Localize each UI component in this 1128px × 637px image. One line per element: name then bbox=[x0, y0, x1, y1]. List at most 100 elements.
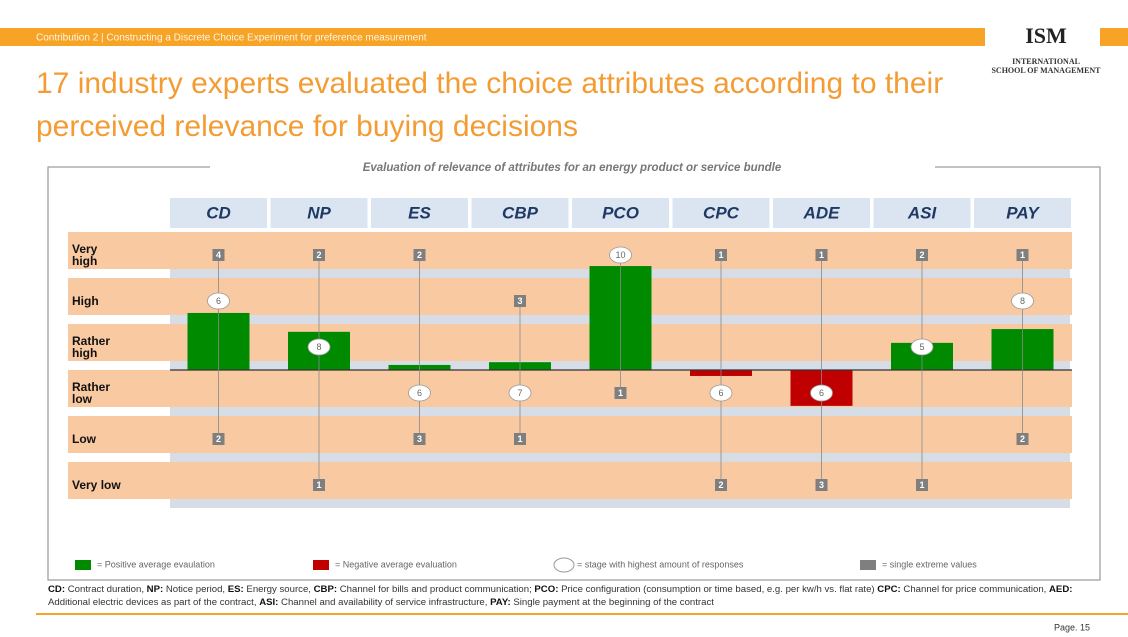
column-header bbox=[371, 198, 468, 228]
extreme-marker bbox=[514, 295, 526, 307]
mode-count: 10 bbox=[615, 250, 625, 260]
column-header bbox=[974, 198, 1071, 228]
mode-count: 6 bbox=[819, 388, 824, 398]
mode-marker bbox=[307, 338, 331, 356]
footnote-text: Contract duration, bbox=[67, 584, 144, 595]
extreme-count: 1 bbox=[316, 480, 321, 490]
mode-marker bbox=[508, 384, 532, 402]
header-bar bbox=[0, 28, 985, 46]
column-header bbox=[270, 198, 368, 228]
logo-line: INTERNATIONAL bbox=[1012, 57, 1080, 66]
row-band bbox=[68, 370, 1072, 407]
mode-count: 5 bbox=[919, 342, 924, 352]
column-label: PCO bbox=[602, 203, 639, 222]
row-label: Low bbox=[72, 432, 96, 446]
extreme-marker bbox=[715, 249, 727, 261]
extreme-count: 3 bbox=[417, 434, 422, 444]
footnote-text: Price configuration (consumption or time… bbox=[561, 584, 875, 595]
footnote-abbr: CBP: bbox=[313, 584, 338, 595]
header-bar-end bbox=[1100, 28, 1128, 46]
column-label: ADE bbox=[803, 203, 841, 222]
mode-marker bbox=[709, 384, 733, 402]
mode-marker bbox=[910, 338, 934, 356]
extreme-marker bbox=[313, 249, 325, 261]
breadcrumb: Contribution 2 | Constructing a Discrete… bbox=[36, 33, 427, 44]
row-strip bbox=[170, 453, 1070, 462]
legend-swatch bbox=[313, 560, 329, 570]
footnote-text: Notice period, bbox=[165, 584, 226, 595]
mode-count: 6 bbox=[718, 388, 723, 398]
row-label: Very low bbox=[72, 478, 121, 492]
extreme-count: 1 bbox=[1020, 250, 1025, 260]
footnote-abbr: PCO: bbox=[534, 584, 559, 595]
column-label: NP bbox=[307, 203, 331, 222]
extreme-marker bbox=[815, 479, 828, 491]
extreme-marker bbox=[614, 387, 627, 399]
column-header bbox=[170, 198, 267, 228]
row-label: Rather low bbox=[72, 380, 111, 406]
column-header bbox=[572, 198, 669, 228]
legend-swatch bbox=[860, 560, 876, 570]
extreme-count: 2 bbox=[919, 250, 924, 260]
footnote-abbr: CPC: bbox=[877, 584, 901, 595]
column-label: CBP bbox=[502, 203, 539, 222]
extreme-marker bbox=[313, 479, 325, 491]
extreme-marker bbox=[212, 249, 225, 261]
chart-title: Evaluation of relevance of attributes fo… bbox=[363, 162, 782, 174]
row-band bbox=[68, 278, 1072, 315]
footnote-text: Energy source, bbox=[246, 584, 311, 595]
row-label: High bbox=[72, 294, 99, 308]
logo-line: SCHOOL OF MANAGEMENT bbox=[991, 66, 1101, 75]
extreme-count: 2 bbox=[316, 250, 321, 260]
extreme-count: 1 bbox=[618, 388, 623, 398]
extreme-marker bbox=[916, 249, 928, 261]
footnote-text: Single payment at the beginning of the c… bbox=[513, 597, 714, 608]
logo: ISM bbox=[1025, 23, 1067, 48]
row-label: Rather high bbox=[72, 334, 111, 360]
page-number: Page. 15 bbox=[1054, 622, 1090, 632]
mode-marker bbox=[609, 246, 632, 264]
extreme-count: 1 bbox=[517, 434, 522, 444]
column-label: PAY bbox=[1006, 203, 1040, 222]
slide-title: 17 industry experts evaluated the choice… bbox=[36, 67, 944, 143]
extreme-count: 1 bbox=[718, 250, 723, 260]
extreme-count: 3 bbox=[819, 480, 824, 490]
legend-label: = stage with highest amount of responses bbox=[577, 559, 744, 569]
column-label: ES bbox=[408, 203, 431, 222]
frame-gap bbox=[210, 160, 935, 176]
mode-count: 6 bbox=[216, 296, 221, 306]
column-label: CD bbox=[206, 203, 231, 222]
mode-count: 7 bbox=[517, 388, 522, 398]
extreme-count: 2 bbox=[1020, 434, 1025, 444]
row-label: Very high bbox=[72, 242, 98, 268]
mode-count: 6 bbox=[417, 388, 422, 398]
legend-label: = single extreme values bbox=[882, 559, 977, 569]
extreme-count: 2 bbox=[417, 250, 422, 260]
row-band bbox=[68, 232, 1072, 269]
extreme-marker bbox=[916, 479, 928, 491]
footnote-abbr: CD: bbox=[48, 584, 66, 595]
row-strip bbox=[170, 499, 1070, 508]
column-header bbox=[471, 198, 569, 228]
column-label: CPC bbox=[703, 203, 740, 222]
column-label: ASI bbox=[907, 203, 938, 222]
footnote-text: Channel for price communication, bbox=[903, 584, 1047, 595]
footnote-abbr: ES: bbox=[227, 584, 244, 595]
footnote-text: Channel for bills and product communicat… bbox=[339, 584, 532, 595]
extreme-count: 1 bbox=[819, 250, 824, 260]
row-band bbox=[68, 416, 1072, 453]
mode-marker bbox=[408, 384, 431, 402]
extreme-count: 1 bbox=[919, 480, 924, 490]
legend-label: = Positive average evaulation bbox=[97, 559, 215, 569]
footnote-abbr: NP: bbox=[146, 584, 164, 595]
mode-count: 8 bbox=[1020, 296, 1025, 306]
mode-marker bbox=[1011, 292, 1034, 310]
extreme-marker bbox=[514, 433, 526, 445]
extreme-marker bbox=[1016, 433, 1029, 445]
footnote-abbr: PAY: bbox=[490, 597, 511, 608]
mode-count: 8 bbox=[316, 342, 321, 352]
mode-marker bbox=[207, 292, 230, 310]
footnote-abbr: AED: bbox=[1049, 584, 1073, 595]
